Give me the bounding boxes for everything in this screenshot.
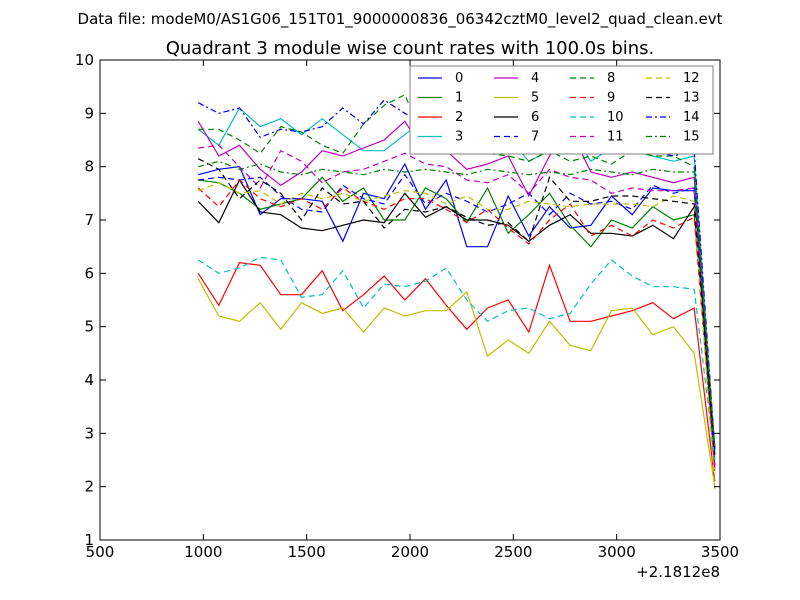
legend-label-9: 9	[607, 91, 615, 106]
series-line-4	[197, 120, 716, 469]
x-tick-label: 500	[86, 543, 115, 561]
y-tick-label: 9	[84, 104, 94, 122]
legend-label-3: 3	[455, 130, 463, 145]
y-tick-label: 2	[84, 478, 94, 496]
series-line-10	[197, 256, 716, 461]
y-tick-label: 7	[84, 211, 94, 229]
legend-label-7: 7	[531, 130, 539, 145]
legend-label-2: 2	[455, 110, 463, 125]
x-tick-label: 2500	[494, 543, 532, 561]
series-line-13	[197, 158, 716, 455]
series-line-12	[197, 182, 716, 490]
y-tick-label: 3	[84, 424, 94, 442]
legend-label-6: 6	[531, 110, 539, 125]
x-tick-label: 1000	[184, 543, 222, 561]
x-tick-label: 2000	[391, 543, 429, 561]
legend-label-1: 1	[455, 91, 463, 106]
y-tick-label: 1	[84, 531, 94, 549]
legend-label-11: 11	[607, 130, 624, 145]
x-tick-label: 1500	[288, 543, 326, 561]
legend-label-13: 13	[683, 91, 700, 106]
legend-label-14: 14	[683, 110, 700, 125]
legend-label-4: 4	[531, 71, 539, 86]
y-tick-label: 6	[84, 264, 94, 282]
series-line-9	[197, 179, 716, 471]
legend-label-5: 5	[531, 91, 539, 106]
x-tick-label: 3000	[598, 543, 636, 561]
series-line-2	[197, 262, 716, 482]
x-offset-label: +2.1812e8	[636, 563, 720, 581]
series-line-6	[197, 178, 716, 466]
legend-label-0: 0	[455, 71, 463, 86]
y-tick-label: 8	[84, 158, 94, 176]
series-line-11	[198, 144, 716, 466]
x-tick-label: 3500	[701, 543, 739, 561]
series-line-5	[197, 278, 716, 487]
series-line-15	[198, 160, 716, 447]
y-tick-label: 5	[84, 318, 94, 336]
figure-suptitle: Data file: modeM0/AS1G06_151T01_90000008…	[78, 10, 723, 29]
legend-label-12: 12	[683, 71, 700, 86]
y-tick-label: 10	[75, 51, 94, 69]
legend-label-8: 8	[607, 71, 615, 86]
series-line-0	[198, 162, 716, 450]
y-tick-label: 4	[84, 371, 94, 389]
legend-label-15: 15	[683, 130, 700, 145]
series-line-1	[198, 176, 716, 447]
series-line-7	[198, 173, 716, 453]
legend-frame	[409, 65, 714, 155]
legend-label-10: 10	[607, 110, 624, 125]
chart-title: Quadrant 3 module wise count rates with …	[166, 38, 655, 59]
